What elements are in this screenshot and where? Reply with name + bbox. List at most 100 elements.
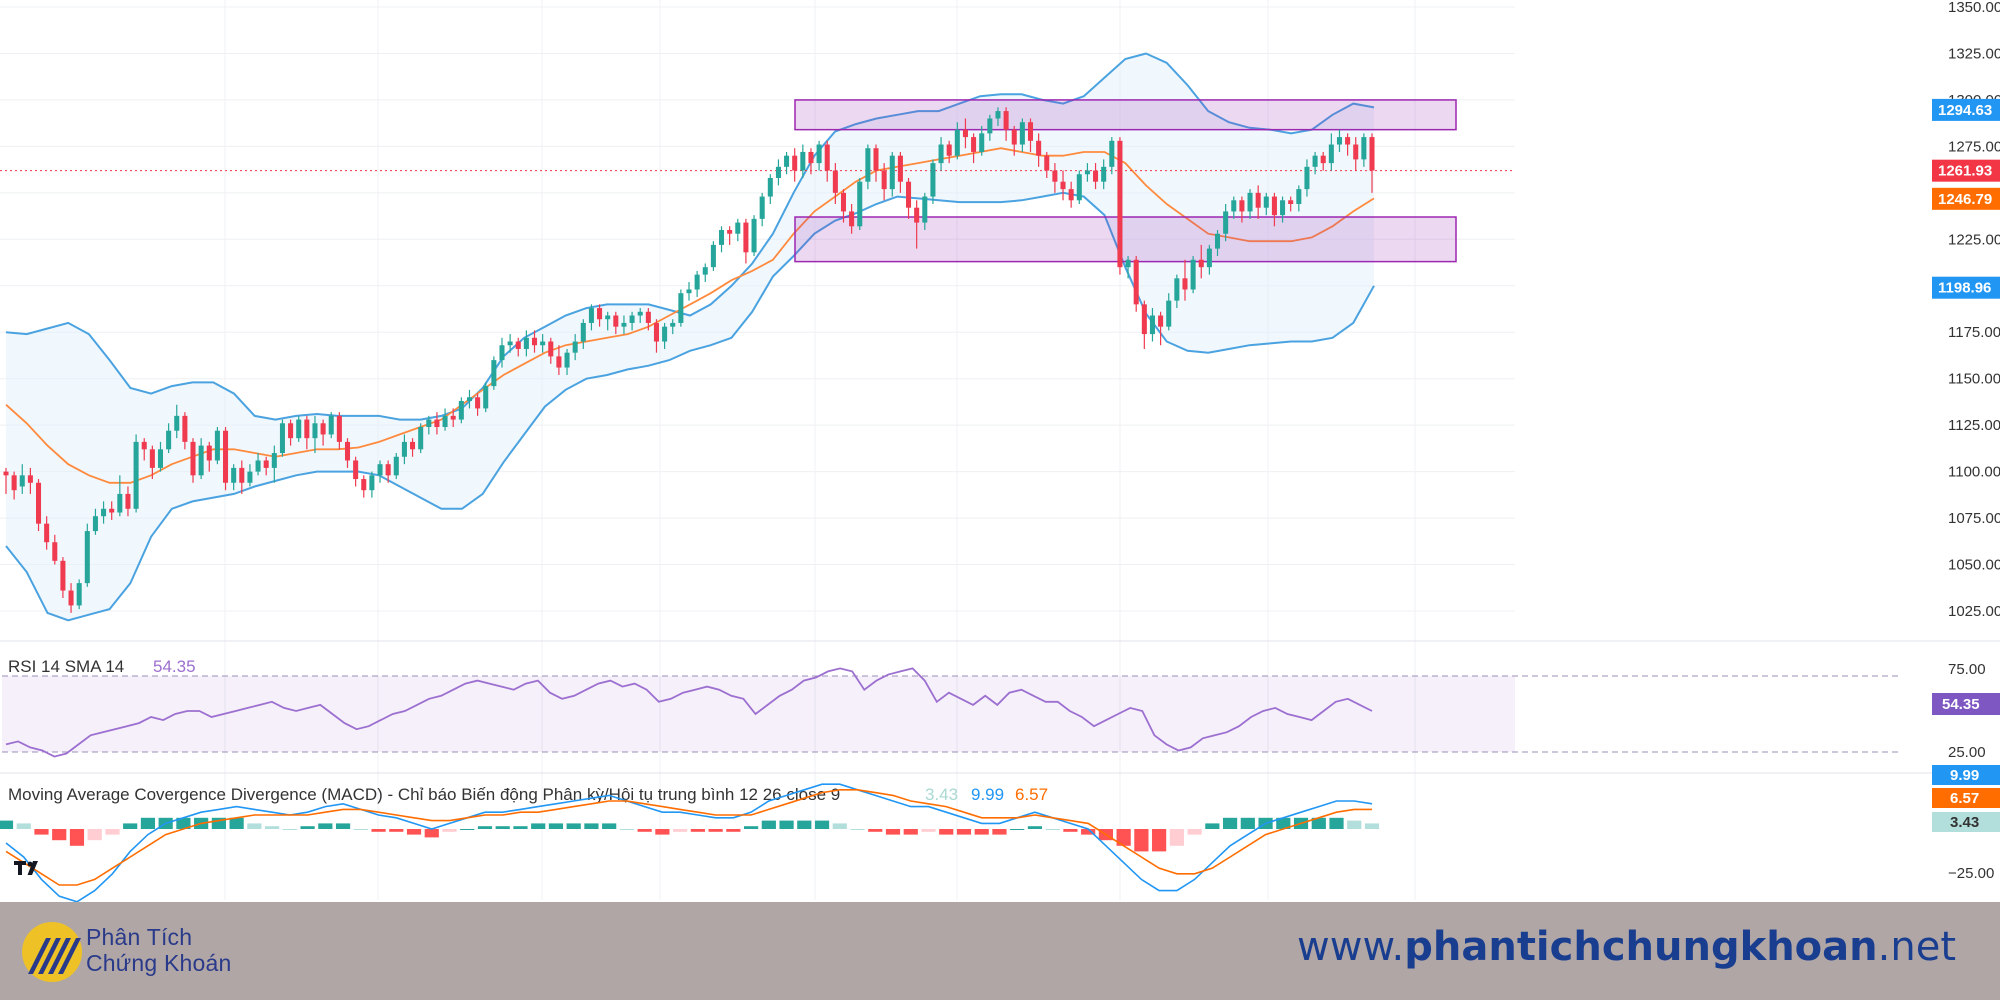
candle-body [434,419,440,428]
macd-value-tag [1932,765,2000,785]
candle-body [279,423,285,454]
price-axis-tick: 1100.00 [1948,464,2000,481]
price-zone[interactable] [794,99,1457,131]
macd-histogram-bar [52,829,67,841]
candle-body [239,467,245,483]
brand-name-line2: Chứng Khoán [86,950,232,976]
candle-body [914,207,920,223]
macd-histogram-bar [726,829,741,832]
candle-body [564,352,570,368]
rsi-title: RSI 14 SMA 14 [8,657,124,676]
candle-body [336,415,342,442]
price-zone[interactable] [794,216,1457,263]
candle-body [1263,196,1269,208]
brand-name-line1: Phân Tích [86,924,193,950]
candle-body [792,155,798,171]
price-tag-label: 1198.96 [1938,280,1991,297]
candle-body [92,516,98,532]
candle-body [3,471,9,476]
candle-body [653,322,659,342]
candle-body [418,427,424,450]
macd-histogram-bar [1311,817,1326,829]
candle-body [588,308,594,323]
macd-pane: Moving Average Covergence Divergence (MA… [0,765,2000,902]
candle-body [897,155,903,182]
rsi-value-tag-label: 54.35 [1942,696,1980,713]
candle-body [580,322,586,342]
macd-histogram-bar [974,829,989,835]
candle-body [1223,211,1229,234]
candle-body [1190,259,1196,290]
candle-body [1214,233,1221,249]
price-axis-tick: 1325.00 [1948,45,2000,62]
macd-histogram-bar [247,823,262,829]
rsi-value-tag [1932,693,2000,715]
macd-histogram-bar [992,829,1007,835]
rsi-axis-lower: 25.00 [1948,744,1986,761]
candle-body [141,441,147,450]
candle-body [832,170,838,193]
macd-histogram-bar [956,829,972,835]
candle-body [840,192,847,212]
candle-body [1117,140,1123,268]
url-suffix: .net [1877,924,1956,970]
bollinger-band [5,52,1375,622]
candle-body [255,460,261,472]
macd-histogram-bar [34,829,49,835]
macd-histogram-bar [176,817,191,829]
rsi-value: 54.35 [153,657,196,676]
website-url[interactable]: www.phantichchungkhoan.net [1297,924,1956,970]
candle-body [621,322,627,327]
candle-body [68,590,74,606]
candle-body [1296,189,1302,204]
price-axis-tick: 1075.00 [1948,510,2000,527]
candle-body [149,449,155,468]
candle-body [466,397,472,401]
candle-body [865,148,871,182]
macd-histogram-bar [1364,823,1380,829]
candle-body [11,475,17,491]
candle-body [52,542,58,561]
candle-body [157,449,164,468]
macd-histogram-bar [265,826,280,829]
candle-body [198,445,204,476]
candle-body [1093,170,1099,182]
candle-body [1304,166,1310,190]
macd-histogram-bar [123,823,138,829]
candle-body [637,311,643,316]
macd-histogram-bar [1010,829,1025,830]
macd-histogram-bar [1045,829,1060,830]
rsi-axis-upper: 75.00 [1948,661,1986,678]
macd-signal-line [5,789,1372,886]
candle-body [1141,304,1147,335]
brand-logo[interactable]: Phân Tích Chứng Khoán [18,916,278,988]
candle-body [401,441,407,457]
footer-banner: Phân Tích Chứng Khoán www.phantichchungk… [0,902,2000,1000]
candle-body [475,397,481,409]
macd-histogram-bar [229,817,244,829]
macd-histogram-bar [566,823,581,829]
candle-body [930,163,936,197]
candle-body [1328,144,1334,164]
candle-body [125,493,131,509]
tradingview-logo-icon[interactable] [8,854,48,884]
macd-histogram-bar [761,820,776,829]
candle-body [597,308,603,320]
macd-histogram-bar [743,826,759,829]
candle-body [954,129,960,156]
candle-body [515,341,521,349]
candle-body [800,151,806,171]
macd-histogram-bar [105,829,120,835]
candle-body [483,386,489,409]
macd-histogram-bar [211,817,226,829]
price-tags: 1294.63 1261.93 1246.79 1198.96 [1932,98,2000,299]
candle-body [1231,200,1237,212]
macd-histogram-bar [477,826,493,829]
price-axis-tick: 1050.00 [1948,557,2000,574]
macd-histogram-bar [531,823,546,829]
candle-body [1353,144,1359,160]
chart-area[interactable]: 1350.001325.001300.001275.001250.001225.… [0,0,2000,902]
candle-body [76,583,82,606]
candle-body [36,482,42,524]
macd-histogram-bar [442,829,457,832]
